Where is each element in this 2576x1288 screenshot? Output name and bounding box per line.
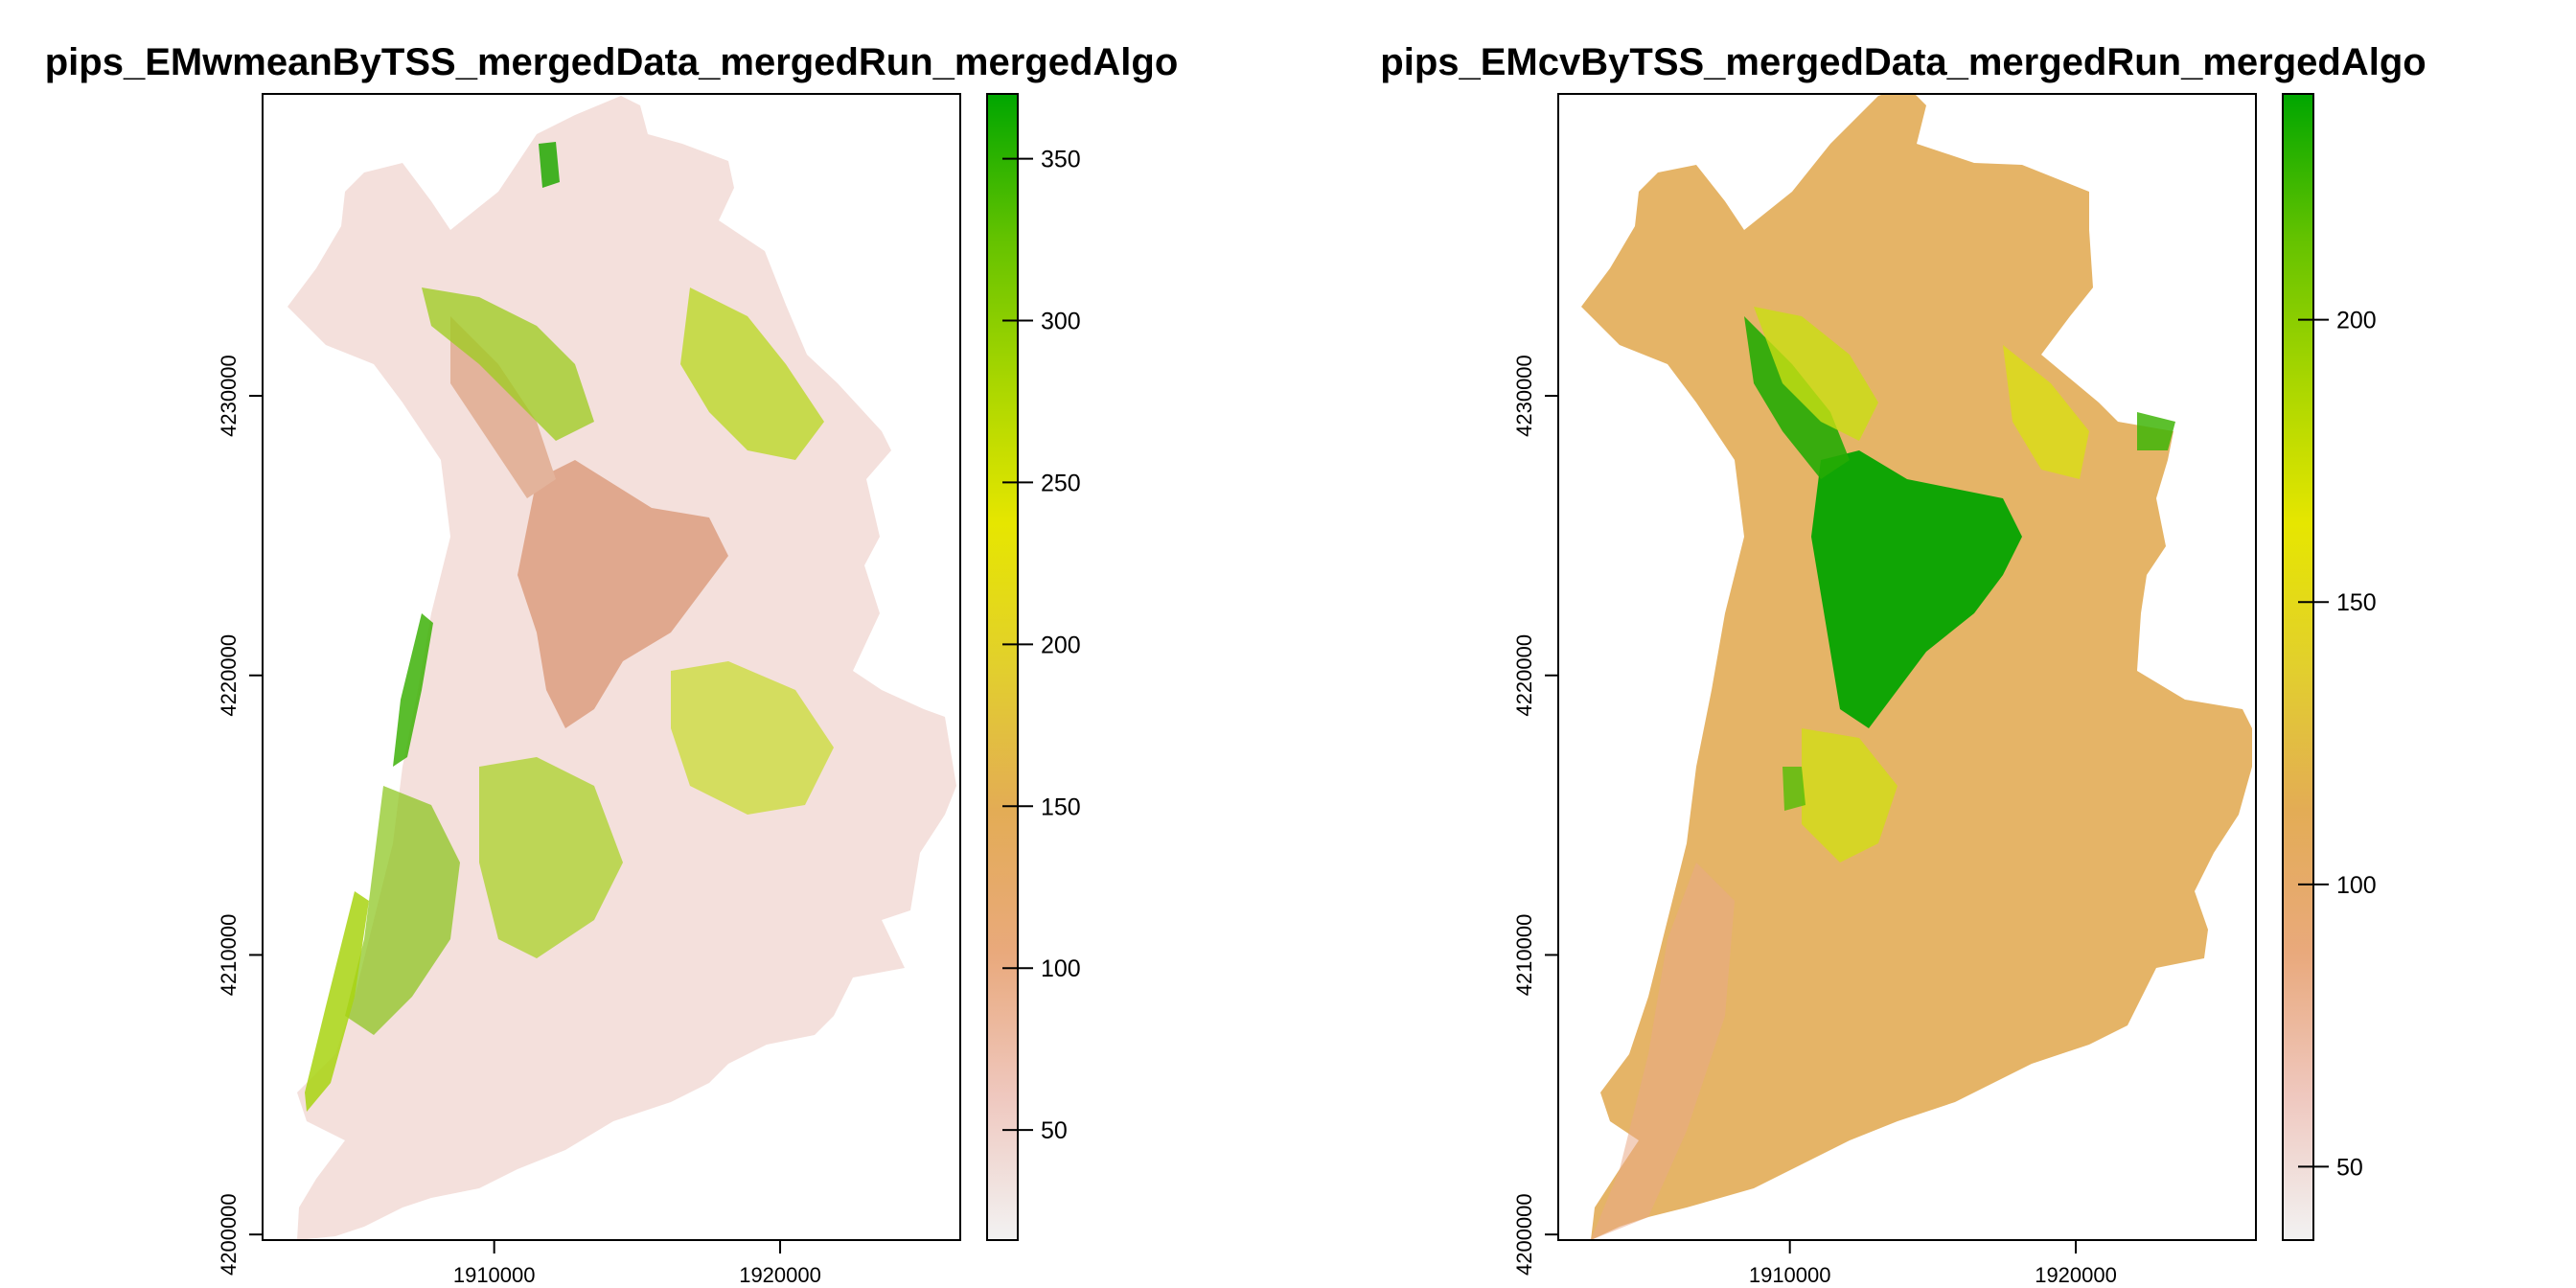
panel-title: pips_EMcvByTSS_mergedData_mergedRun_merg… (1380, 41, 2426, 83)
y-tick-label: 4210000 (1512, 914, 1536, 997)
x-tick-label: 1910000 (453, 1263, 536, 1287)
colorbar-tick-label: 200 (1041, 632, 1081, 658)
y-axis: 4200000 4210000 4220000 4230000 (1512, 355, 1558, 1276)
colorbar-frame (986, 93, 1019, 1241)
vegetation-north (422, 288, 594, 441)
panel-title: pips_EMwmeanByTSS_mergedData_mergedRun_m… (45, 41, 1179, 83)
y-tick-label: 4230000 (1512, 355, 1536, 437)
colorbar-ramp (987, 94, 1018, 1240)
region-outline (1581, 94, 2252, 1240)
colorbar: 50 100 150 200 250 300 350 (986, 93, 1081, 1241)
y-tick-label: 4230000 (217, 355, 241, 437)
plot-frame (262, 93, 961, 1241)
x-tick-label: 1910000 (1749, 1263, 1831, 1287)
colorbar-tick-label: 50 (2336, 1154, 2363, 1181)
colorbar-tick-label: 100 (1041, 955, 1081, 982)
colorbar-tick-label: 350 (1041, 147, 1081, 173)
region-outline (288, 96, 956, 1240)
colorbar-tick-label: 100 (2336, 872, 2377, 899)
panel-wmean: pips_EMwmeanByTSS_mergedData_mergedRun_m… (45, 41, 1179, 1287)
forest-patch-north (539, 142, 560, 188)
panel-cv: pips_EMcvByTSS_mergedData_mergedRun_merg… (1380, 41, 2426, 1287)
lowland-pink-west (1591, 862, 1735, 1240)
colorbar-frame (2282, 93, 2314, 1241)
y-axis: 4200000 4210000 4220000 4230000 (217, 355, 263, 1276)
x-axis: 1910000 1920000 (1749, 1240, 2117, 1287)
colorbar-ramp (2283, 94, 2313, 1240)
colorbar-tick-label: 300 (1041, 308, 1081, 334)
colorbar-tick-label: 250 (1041, 470, 1081, 496)
vegetation-southwest (345, 786, 460, 1035)
yellow-zone-central (1802, 728, 1898, 862)
x-tick-label: 1920000 (739, 1263, 821, 1287)
raster-map (1581, 94, 2252, 1240)
colorbar-ticks: 50 100 150 200 (2298, 308, 2377, 1181)
x-axis: 1910000 1920000 (453, 1240, 821, 1287)
urban-center (518, 460, 728, 728)
colorbar-tick-label: 150 (1041, 794, 1081, 820)
yellow-zone-north (1754, 307, 1878, 441)
y-tick-label: 4200000 (1512, 1193, 1536, 1276)
colorbar-tick-label: 50 (1041, 1117, 1068, 1144)
urban-center (1811, 450, 2022, 728)
y-tick-label: 4210000 (217, 914, 241, 997)
green-patch-east (2137, 412, 2175, 450)
colorbar: 50 100 150 200 (2282, 93, 2377, 1241)
raster-map (288, 96, 956, 1240)
colorbar-ticks: 50 100 150 200 250 300 350 (1002, 147, 1081, 1144)
yellow-zone-east (2003, 345, 2089, 479)
colorbar-tick-label: 150 (2336, 589, 2377, 616)
forest-edge-west (393, 613, 433, 767)
y-tick-label: 4220000 (1512, 634, 1536, 717)
plot-frame (1557, 93, 2257, 1241)
x-tick-label: 1920000 (2035, 1263, 2117, 1287)
vegetation-south (479, 757, 623, 958)
colorbar-tick-label: 200 (2336, 308, 2377, 334)
y-tick-label: 4220000 (217, 634, 241, 717)
green-patch-south (1782, 767, 1806, 811)
forest-edge-southwest (305, 891, 369, 1112)
y-tick-label: 4200000 (217, 1193, 241, 1276)
vegetation-central (671, 661, 834, 815)
vegetation-east (680, 288, 824, 460)
